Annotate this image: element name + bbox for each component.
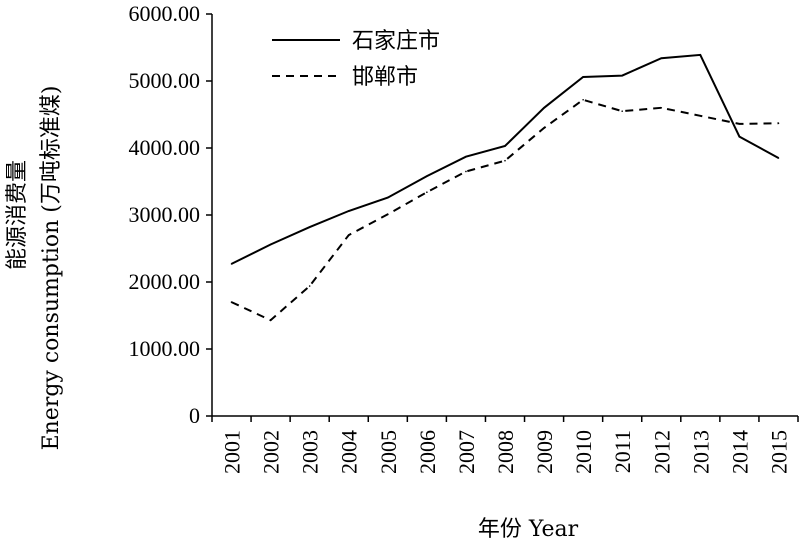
data-point [582, 98, 584, 101]
x-tick-label: 2005 [376, 430, 401, 474]
data-point [269, 319, 272, 321]
data-point [504, 159, 506, 162]
data-point [465, 170, 467, 173]
data-point [426, 175, 428, 177]
series-line-1 [231, 98, 779, 322]
data-point [230, 301, 233, 303]
x-tick-label: 2004 [337, 430, 362, 474]
data-point [347, 234, 350, 236]
x-tick-label: 2007 [454, 430, 479, 474]
data-point [387, 213, 389, 216]
x-axis-ticks: 2001 2002 2003 2004 2005 2006 2007 2008 2009 2010… [211, 416, 799, 474]
y-tick-label: 6000.00 [129, 1, 201, 26]
data-point [777, 122, 780, 125]
data-point [699, 54, 702, 56]
data-point [543, 127, 545, 129]
x-tick-label: 2001 [220, 430, 245, 474]
x-tick-label: 2010 [571, 430, 596, 474]
x-tick-label: 2008 [493, 430, 518, 474]
data-point [269, 243, 272, 246]
data-point [699, 115, 702, 117]
data-point [777, 157, 780, 159]
data-point [308, 285, 311, 287]
data-point [660, 107, 663, 109]
x-tick-label: 2012 [649, 430, 674, 474]
y-axis-ticks: 0 1000.00 2000.00 3000.00 4000.00 5000.00 6000… [129, 1, 212, 428]
x-axis-title: 年份 Year [478, 517, 579, 542]
y-tick-label: 1000.00 [129, 336, 201, 361]
legend-label-1: 邯郸市 [352, 65, 418, 90]
x-tick-label: 2003 [298, 430, 323, 474]
series-line-0 [231, 53, 779, 265]
y-tick-label: 0 [189, 403, 200, 428]
series-layer [230, 53, 780, 322]
y-axis-title-en: Energy consumption (万吨标准煤) [39, 86, 64, 451]
data-point [426, 191, 428, 194]
data-point [543, 107, 545, 109]
x-tick-label: 2011 [610, 430, 635, 473]
y-tick-label: 3000.00 [129, 202, 201, 227]
y-tick-label: 4000.00 [129, 135, 201, 160]
data-point [387, 196, 389, 199]
data-point [621, 110, 623, 112]
x-tick-label: 2013 [688, 430, 713, 474]
data-point [230, 263, 233, 265]
data-point [582, 76, 584, 78]
x-tick-label: 2009 [532, 430, 557, 474]
x-tick-label: 2006 [415, 430, 440, 474]
y-tick-label: 2000.00 [129, 269, 201, 294]
data-point [738, 123, 741, 125]
x-tick-label: 2014 [727, 430, 752, 474]
data-point [465, 155, 467, 158]
x-tick-label: 2015 [766, 430, 791, 474]
data-point [504, 145, 506, 147]
data-point [621, 74, 623, 77]
data-point [738, 135, 741, 138]
y-tick-label: 5000.00 [129, 68, 201, 93]
x-tick-label: 2002 [259, 430, 284, 474]
y-axis-title-cn: 能源消费量 [5, 160, 30, 270]
data-point [308, 226, 311, 228]
legend-label-0: 石家庄市 [352, 29, 440, 54]
data-point [347, 210, 350, 212]
data-point [660, 57, 663, 60]
